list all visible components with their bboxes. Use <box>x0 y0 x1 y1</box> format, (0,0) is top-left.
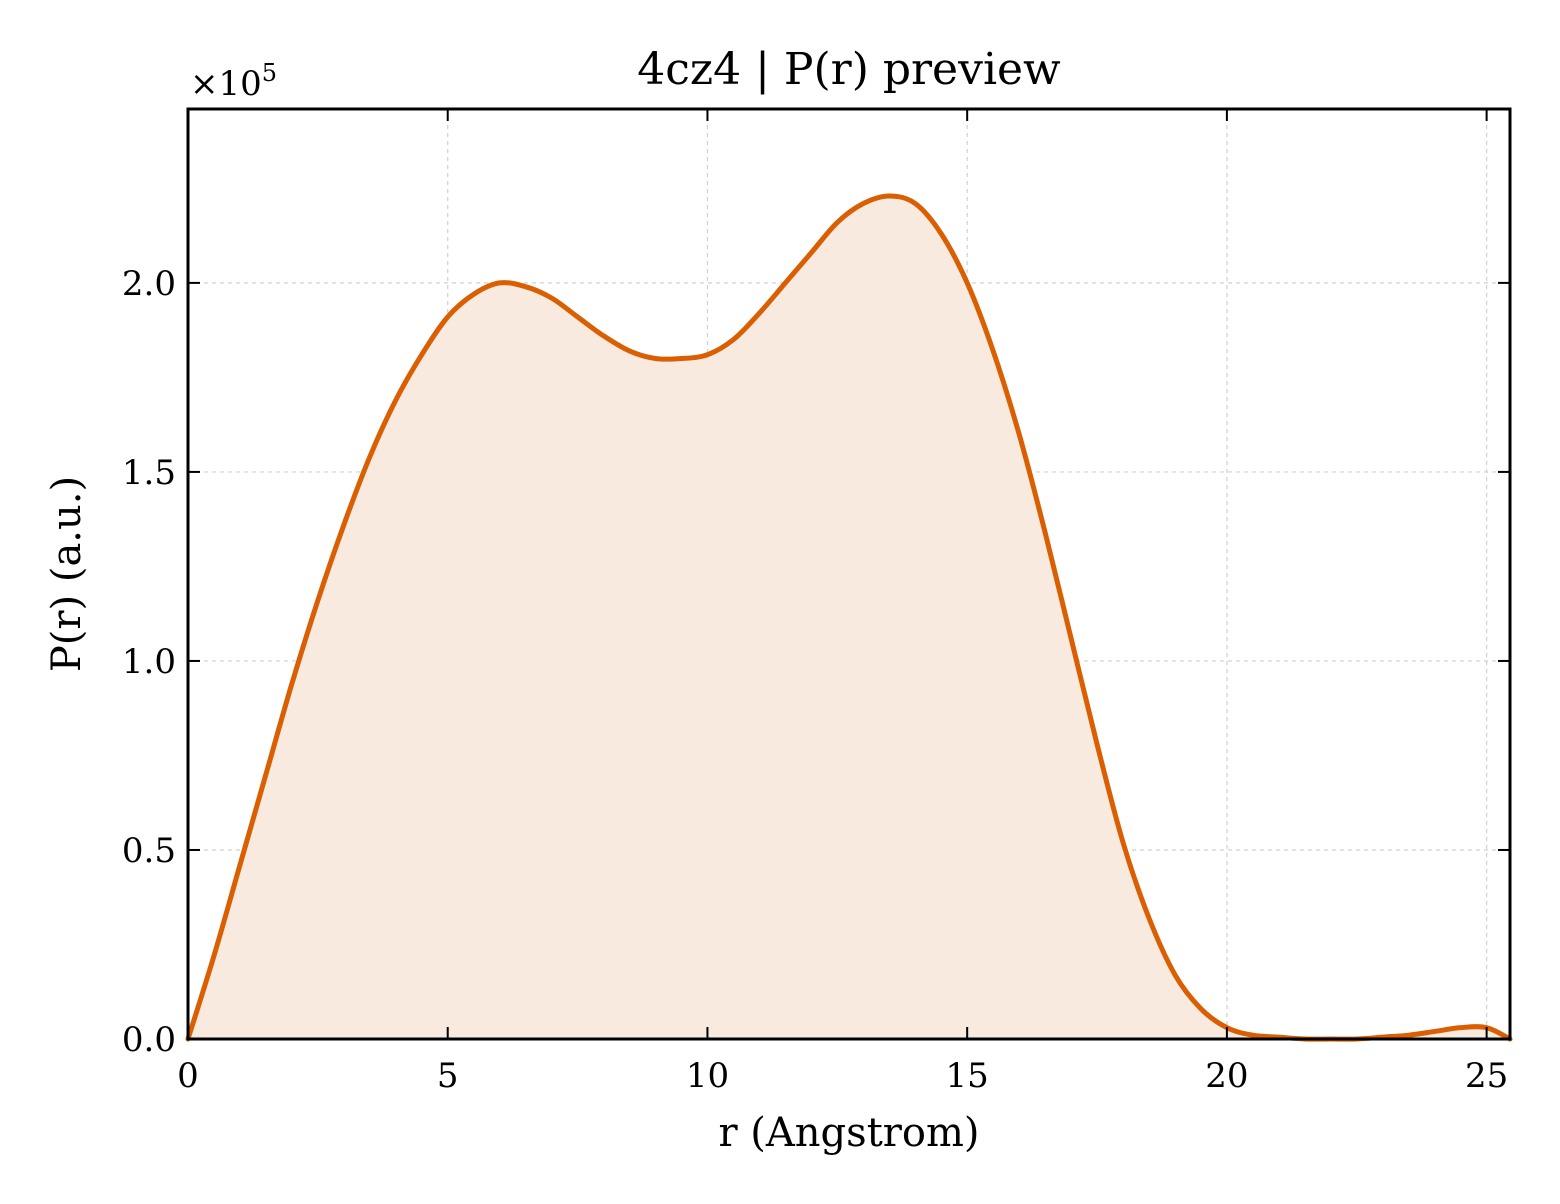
x-tick-label: 0 <box>177 1056 199 1096</box>
tick-labels: 0 5 10 15 20 25 0.0 0.5 1.0 1.5 2.0 <box>122 264 1508 1096</box>
y-tick-label: 0.5 <box>122 831 176 871</box>
y-scale-multiplier: ×105 <box>190 59 277 104</box>
y-scale-exponent: 5 <box>262 59 277 87</box>
x-tick-label: 15 <box>946 1056 989 1096</box>
x-tick-label: 5 <box>437 1056 459 1096</box>
x-tick-label: 20 <box>1205 1056 1248 1096</box>
y-scale-factor: ×10 <box>190 64 262 104</box>
plot-frame <box>186 107 1512 1041</box>
y-tick-label: 1.5 <box>122 453 176 493</box>
pr-series-line <box>185 193 1513 1042</box>
y-axis-label: P(r) (a.u.) <box>44 476 90 672</box>
x-tick-label: 25 <box>1465 1056 1508 1096</box>
x-axis-label: r (Angstrom) <box>718 1110 979 1156</box>
y-tick-label: 0.0 <box>122 1020 176 1060</box>
y-tick-label: 1.0 <box>122 642 176 682</box>
data-layer <box>185 193 1513 1042</box>
y-tick-label: 2.0 <box>122 264 176 304</box>
pr-area-fill <box>188 195 1510 1040</box>
chart-title: 4cz4 | P(r) preview <box>637 44 1061 95</box>
x-tick-label: 10 <box>686 1056 729 1096</box>
